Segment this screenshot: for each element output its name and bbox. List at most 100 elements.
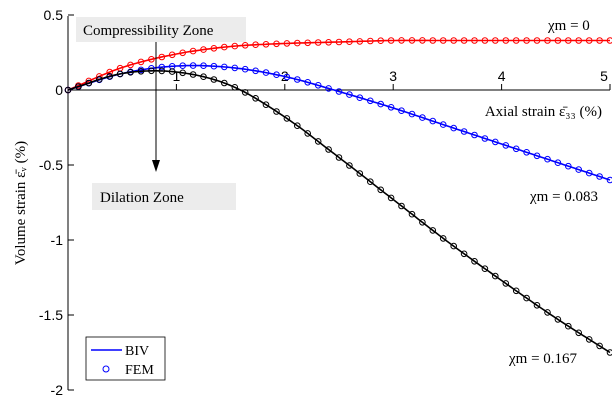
data-point xyxy=(450,37,458,44)
compressibility-zone-label: Compressibility Zone xyxy=(83,23,214,39)
x-axis-label: Axial strain ε̄₃₃ (%) xyxy=(485,104,602,120)
data-point xyxy=(210,45,218,52)
data-point xyxy=(481,135,489,142)
legend-box xyxy=(85,336,166,381)
data-point xyxy=(304,79,312,86)
data-point xyxy=(200,73,207,80)
annotation-layer: Compressibility Zone Dilation Zone χm = 0 χ… xyxy=(76,17,598,367)
series-1 xyxy=(64,62,612,184)
x-tick-label: 4 xyxy=(498,68,506,84)
data-point xyxy=(116,70,124,78)
data-point xyxy=(585,169,593,177)
data-point xyxy=(325,39,332,46)
data-point xyxy=(262,101,270,108)
data-point xyxy=(127,61,134,69)
data-point xyxy=(606,349,612,356)
data-point xyxy=(148,67,155,75)
data-point xyxy=(346,38,353,46)
series-layer xyxy=(64,37,612,356)
data-point xyxy=(168,68,176,75)
data-point xyxy=(544,37,551,44)
data-point xyxy=(492,272,499,280)
data-point xyxy=(273,40,280,48)
data-point xyxy=(471,37,478,44)
data-point xyxy=(356,38,364,45)
data-point xyxy=(241,89,249,96)
data-point xyxy=(127,69,134,76)
data-point xyxy=(450,124,458,132)
data-point xyxy=(200,46,207,53)
y-tick-label: 0 xyxy=(55,82,63,98)
data-point xyxy=(512,287,520,295)
data-point xyxy=(575,329,583,337)
data-point xyxy=(533,152,541,160)
data-point xyxy=(523,149,530,156)
data-point xyxy=(85,79,93,87)
data-point xyxy=(314,39,322,46)
data-point xyxy=(356,94,364,101)
data-point xyxy=(596,173,603,180)
data-point xyxy=(231,84,239,91)
data-point xyxy=(304,39,312,47)
data-point xyxy=(158,53,166,61)
data-point xyxy=(398,37,405,44)
data-point xyxy=(137,58,145,66)
data-point xyxy=(460,37,468,44)
data-point xyxy=(554,316,562,323)
data-point xyxy=(96,76,103,83)
data-point xyxy=(189,62,197,69)
data-point xyxy=(523,294,530,302)
data-point xyxy=(106,68,113,76)
data-point xyxy=(387,104,395,111)
data-point xyxy=(439,121,447,128)
data-point xyxy=(450,242,458,250)
y-tick-label: -0.5 xyxy=(39,157,63,173)
data-point xyxy=(512,145,520,153)
data-point xyxy=(565,37,572,44)
data-point xyxy=(189,47,197,55)
y-tick-label: 0.5 xyxy=(44,7,64,23)
data-point xyxy=(367,178,374,185)
series-label-1: χm = 0.083 xyxy=(529,189,598,205)
data-point xyxy=(377,37,385,45)
dilation-zone-box xyxy=(92,183,236,210)
data-point xyxy=(106,73,113,80)
y-tick-label: -1.5 xyxy=(39,307,63,323)
data-point xyxy=(221,43,228,51)
data-point xyxy=(377,186,385,194)
data-point xyxy=(502,37,510,44)
data-point xyxy=(481,37,489,44)
data-point xyxy=(75,83,82,90)
series-line xyxy=(67,70,611,354)
data-point xyxy=(398,107,405,114)
data-point xyxy=(429,227,437,234)
zone-arrow-head xyxy=(152,160,160,172)
data-point xyxy=(356,170,364,177)
data-point xyxy=(210,62,218,70)
y-axis-label: Volume strain ε̄ᵥ (%) xyxy=(13,141,29,265)
y-tick-label: -2 xyxy=(51,382,64,398)
data-point xyxy=(148,56,155,63)
legend: BIV FEM xyxy=(85,336,166,381)
data-point xyxy=(554,37,562,44)
data-point xyxy=(314,138,322,145)
data-point xyxy=(179,62,186,69)
data-point xyxy=(408,210,416,218)
data-point xyxy=(304,130,312,137)
series-0 xyxy=(64,37,612,94)
data-point xyxy=(460,128,468,135)
data-point xyxy=(471,258,478,265)
data-point xyxy=(439,235,447,242)
data-point xyxy=(210,76,218,83)
data-point xyxy=(179,49,186,57)
data-point xyxy=(262,41,270,48)
data-point xyxy=(575,166,583,173)
data-point xyxy=(387,37,395,44)
data-point xyxy=(241,65,249,73)
series-line xyxy=(67,64,611,181)
data-point xyxy=(387,194,395,202)
data-point xyxy=(273,71,280,78)
data-point xyxy=(221,63,228,71)
data-point xyxy=(367,37,374,45)
